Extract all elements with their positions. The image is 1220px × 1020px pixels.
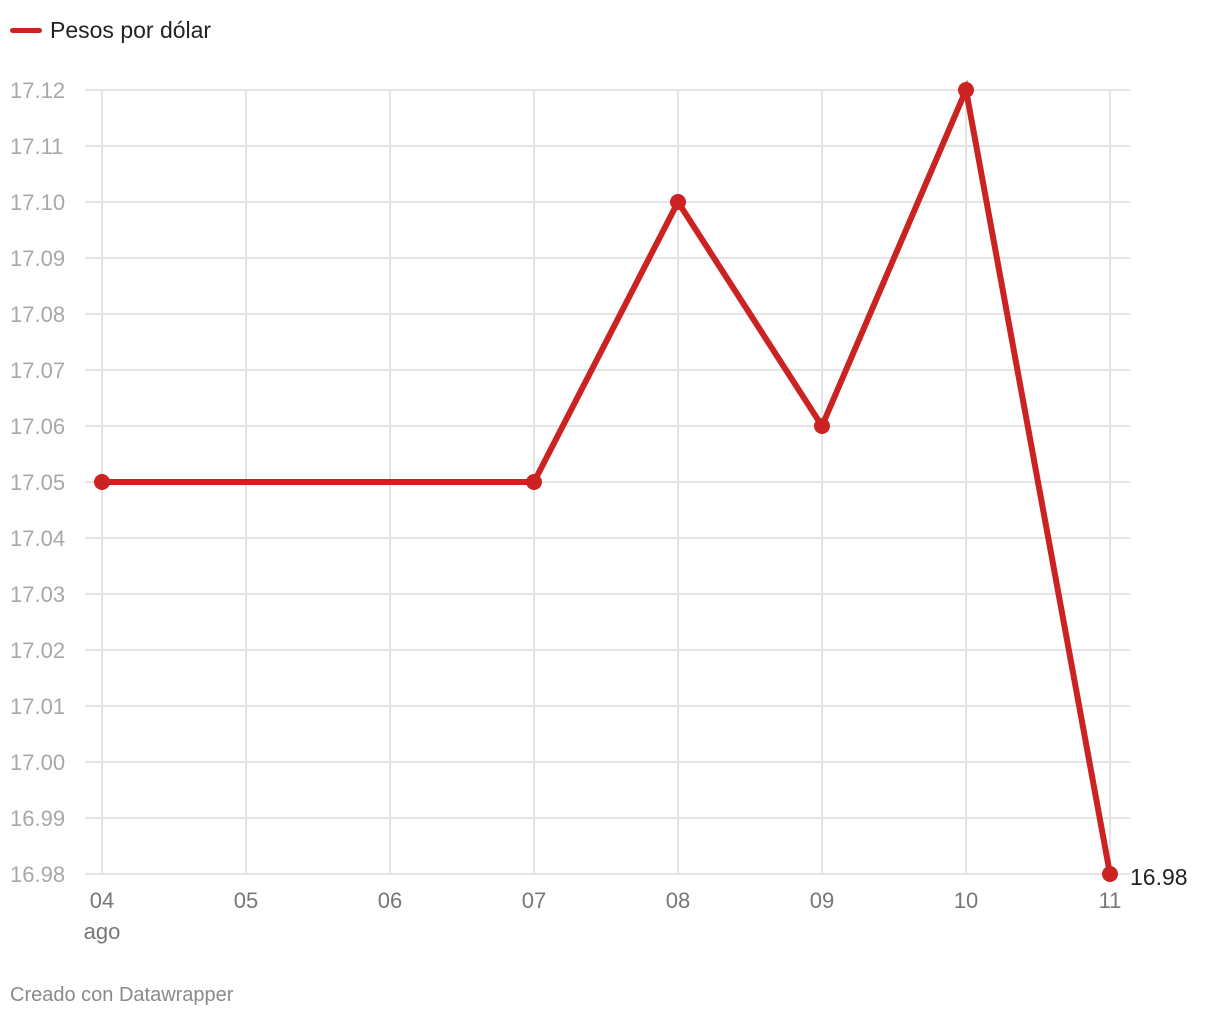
x-tick-label: 10: [954, 888, 978, 913]
x-tick-label: 09: [810, 888, 834, 913]
series-line: [99, 79, 1113, 877]
x-tick-label: 08: [666, 888, 690, 913]
footer-credit: Creado con Datawrapper: [10, 984, 234, 1006]
legend-swatch: [10, 28, 42, 33]
data-point: [526, 474, 542, 490]
x-tick-label: 07: [522, 888, 546, 913]
data-point: [94, 474, 110, 490]
y-tick-label: 17.10: [10, 190, 65, 215]
data-point: [670, 194, 686, 210]
y-tick-label: 17.02: [10, 638, 65, 663]
y-tick-label: 17.12: [10, 78, 65, 103]
y-tick-label: 17.05: [10, 470, 65, 495]
data-point: [814, 418, 830, 434]
y-tick-label: 17.09: [10, 246, 65, 271]
x-tick-label: 11: [1099, 888, 1122, 913]
x-tick-sublabel: ago: [84, 919, 121, 944]
y-tick-label: 17.00: [10, 750, 65, 775]
y-tick-label: 17.08: [10, 302, 65, 327]
y-tick-label: 17.06: [10, 414, 65, 439]
x-tick-label: 05: [234, 888, 258, 913]
data-label: 16.98: [1130, 864, 1188, 890]
x-tick-label: 06: [378, 888, 402, 913]
data-point: [1102, 866, 1118, 882]
x-tick-label: 04: [90, 888, 114, 913]
y-tick-label: 16.99: [10, 806, 65, 831]
y-tick-label: 17.07: [10, 358, 65, 383]
y-tick-label: 16.98: [10, 862, 65, 887]
legend-label: Pesos por dólar: [50, 17, 212, 43]
y-tick-label: 17.03: [10, 582, 65, 607]
data-point: [958, 82, 974, 98]
legend: Pesos por dólar: [10, 17, 211, 44]
y-tick-label: 17.01: [10, 694, 65, 719]
y-tick-label: 17.04: [10, 526, 65, 551]
y-tick-label: 17.11: [10, 134, 63, 159]
